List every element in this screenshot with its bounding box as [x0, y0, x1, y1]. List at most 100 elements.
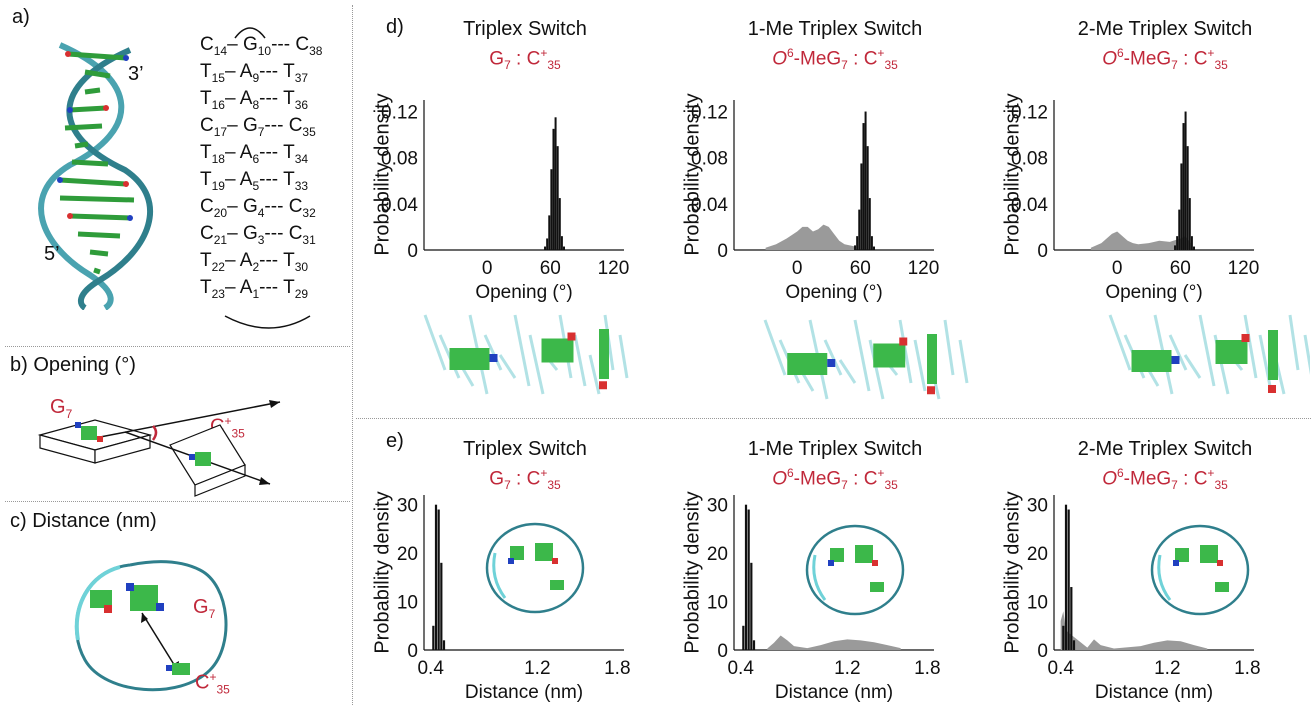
subtitle-part: + — [877, 466, 885, 480]
subtitle-part: : C — [847, 48, 878, 70]
chart-title: Triplex Switch — [463, 18, 587, 40]
chart-subtitle: O6-MeG7 : C+35 — [1025, 466, 1305, 492]
base-left: C — [200, 223, 214, 244]
chart-subtitle: G7 : C+35 — [385, 466, 665, 492]
ring-inset-image — [805, 524, 905, 616]
base-left: T — [200, 61, 212, 82]
subtitle-part: 7 — [504, 58, 511, 73]
x-axis-label: Opening (°) — [785, 282, 882, 303]
histogram-bar — [440, 562, 443, 650]
base-left-index: 18 — [211, 151, 225, 166]
histogram-bar — [560, 236, 563, 250]
x-tick-label: 60 — [1170, 258, 1191, 279]
base-left-index: 20 — [213, 205, 228, 220]
panel-label-a: a) — [12, 6, 30, 28]
subtitle-part: 7 — [841, 58, 848, 73]
x-tick-label: 1.8 — [1234, 658, 1260, 679]
histogram-bar — [747, 509, 750, 650]
y-axis-label: Probability density — [371, 490, 394, 654]
label-5prime: 5’ — [44, 243, 60, 265]
histogram-bar — [552, 128, 555, 250]
histogram-bar — [870, 236, 873, 250]
base-mid-index: 2 — [252, 259, 260, 274]
histogram-bar — [742, 625, 745, 650]
base-mid-index: 4 — [257, 205, 265, 220]
subtitle-part: 35 — [884, 58, 898, 73]
y-tick-label: 10 — [397, 593, 418, 614]
x-tick-label: 0.4 — [417, 658, 444, 679]
subtitle-part: G — [489, 48, 505, 70]
y-tick-label: 0.08 — [1011, 149, 1048, 170]
histogram-bar — [544, 246, 547, 250]
y-tick-label: 0.12 — [1011, 103, 1048, 124]
base-mid-index: 8 — [252, 97, 260, 112]
y-tick-label: 0 — [407, 241, 418, 262]
subtitle-part: O — [772, 468, 787, 490]
subtitle-part: + — [540, 46, 548, 60]
x-tick-label: 1.2 — [524, 658, 550, 679]
chart-plot: 0 0.04 0.08 0.12 0 60 120 Opening (°) — [691, 100, 940, 303]
series-area — [765, 224, 856, 250]
histogram-bar — [550, 169, 553, 250]
histogram-bar — [873, 246, 875, 250]
base-mid-index: 6 — [252, 151, 260, 166]
base-right: T — [283, 61, 295, 82]
subtitle-part: + — [540, 466, 548, 480]
chart-title: Triplex Switch — [463, 438, 587, 460]
x-tick-label: 120 — [908, 258, 940, 279]
chart-title: 1-Me Triplex Switch — [747, 18, 923, 40]
y-tick-label: 0 — [1037, 241, 1048, 262]
panel-label-b: b) Opening (°) — [10, 354, 136, 376]
histogram-bar — [860, 163, 863, 250]
label-c35-c: C+35 — [195, 670, 230, 697]
base-mid-index: 7 — [257, 124, 265, 139]
histogram-bar — [434, 504, 438, 650]
x-axis-label: Opening (°) — [475, 282, 572, 303]
histogram-bar — [442, 640, 446, 650]
base-left: C — [200, 196, 214, 217]
dna-helix-image — [38, 42, 154, 310]
base-right: T — [283, 88, 295, 109]
base-right-index: 33 — [294, 178, 309, 193]
base-mid: A — [239, 88, 253, 109]
histogram-bar — [556, 146, 559, 250]
histogram-bar — [548, 215, 551, 250]
x-tick-label: 0 — [482, 258, 493, 279]
chart-subtitle: G7 : C+35 — [385, 46, 665, 72]
base-left-index: 19 — [211, 178, 225, 193]
base-mid: A — [239, 250, 253, 271]
base-left: T — [200, 88, 212, 109]
y-tick-label: 0 — [717, 241, 728, 262]
histogram-bar — [1182, 123, 1185, 250]
base-mid: G — [242, 34, 258, 55]
base-right-index: 35 — [302, 124, 316, 139]
x-tick-label: 1.2 — [834, 658, 860, 679]
base-mid-index: 3 — [257, 232, 265, 247]
subtitle-part: 35 — [547, 58, 561, 73]
y-tick-label: 0 — [407, 641, 418, 662]
base-mid-index: 1 — [252, 286, 260, 301]
y-tick-label: 0.04 — [381, 195, 418, 216]
base-right-index: 32 — [302, 205, 316, 220]
chart-plot: 0 0.04 0.08 0.12 0 60 120 Opening (°) — [1011, 100, 1259, 303]
base-right-index: 34 — [294, 151, 309, 166]
base-left-index: 23 — [211, 286, 225, 301]
basepair-arcs — [224, 27, 311, 329]
chart-title: 1-Me Triplex Switch — [747, 438, 923, 460]
basepair-row: T23– A1--- T29 — [200, 277, 309, 301]
y-axis-label: Probability density — [1001, 490, 1024, 654]
base-mid: A — [239, 61, 253, 82]
base-right: C — [295, 34, 310, 55]
panel-c-title: Distance (nm) — [32, 510, 157, 532]
histogram-bar — [858, 209, 861, 250]
chart-plot: 0 10 20 30 0.4 1.2 1.8 Distance (nm) — [397, 495, 631, 703]
histogram-bar — [862, 123, 865, 250]
subtitle-part: 35 — [1214, 478, 1228, 493]
y-tick-label: 30 — [707, 496, 728, 517]
histogram-bar — [1176, 236, 1179, 250]
y-tick-label: 30 — [1027, 496, 1048, 517]
histogram-bar — [437, 509, 440, 650]
opening-diagram — [37, 400, 281, 497]
base-left: C — [200, 34, 214, 55]
chart-plot: 0 10 20 30 0.4 1.2 1.8 Distance (nm) — [1027, 495, 1261, 703]
